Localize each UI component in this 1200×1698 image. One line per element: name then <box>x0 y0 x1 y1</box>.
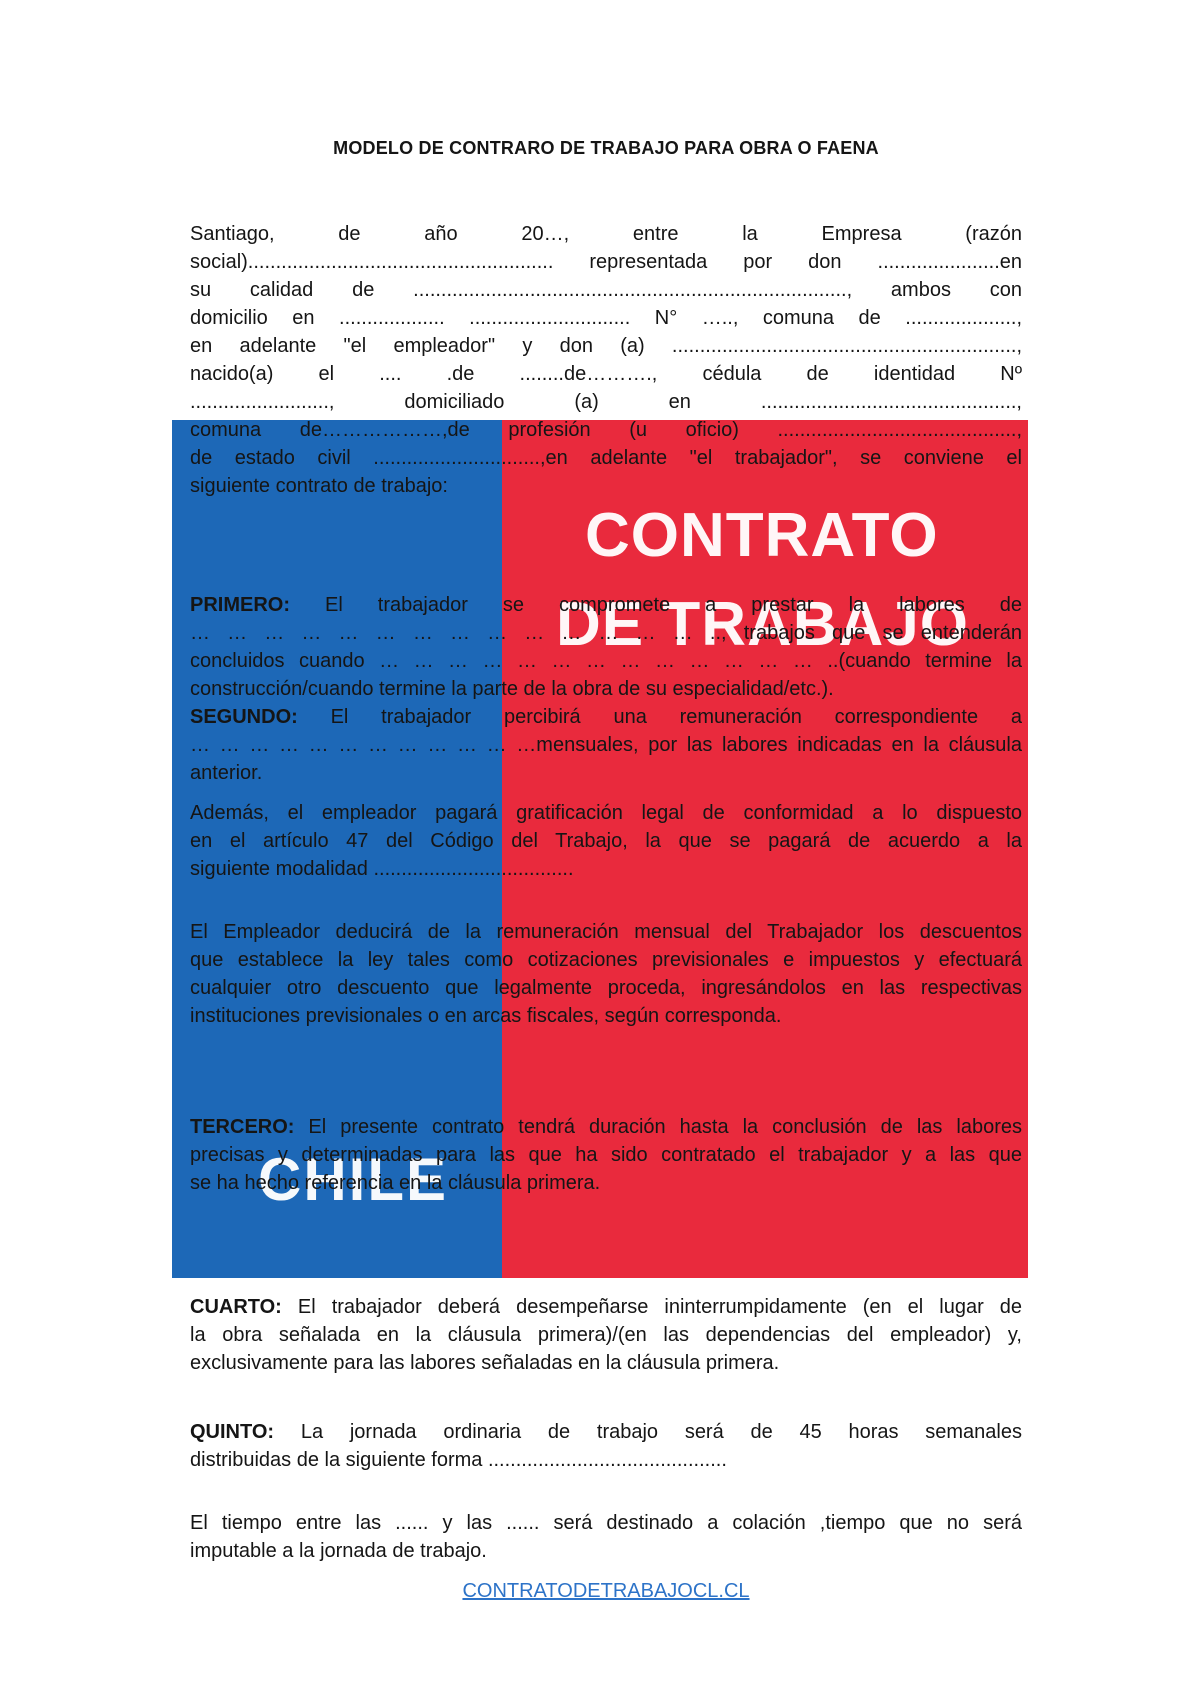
paragraph-primero: PRIMERO: El trabajador se compromete a p… <box>190 591 1022 703</box>
text-line: se ha hecho referencia en la cláusula pr… <box>190 1172 601 1194</box>
text-line: Además, el empleador pagará gratificació… <box>190 802 1022 824</box>
watermark-chile-text: CHILE <box>258 1146 448 1213</box>
text-line: la obra señalada en la cláusula primera)… <box>190 1324 1022 1346</box>
text-line: nacido(a) el .... .de ........de………., cé… <box>190 363 1022 385</box>
text-line: construcción/cuando termine la parte de … <box>190 678 834 700</box>
text-line: imputable a la jornada de trabajo. <box>190 1540 487 1562</box>
text-line: CUARTO: El trabajador deberá desempeñars… <box>190 1296 1022 1318</box>
paragraph-empleador-deducciones: El Empleador deducirá de la remuneración… <box>190 918 1022 1030</box>
footer: CONTRATODETRABAJOCL.CL <box>190 1580 1022 1603</box>
text-line: siguiente contrato de trabajo: <box>190 475 448 497</box>
document-title: MODELO DE CONTRARO DE TRABAJO PARA OBRA … <box>333 138 879 158</box>
text-line: de estado civil ........................… <box>190 447 1022 469</box>
text-line: comuna de………………,de profesión (u oficio) … <box>190 419 1022 441</box>
clause-label: QUINTO: <box>190 1421 275 1443</box>
text-line: exclusivamente para las labores señalada… <box>190 1352 780 1374</box>
paragraph-ademas: Además, el empleador pagará gratificació… <box>190 799 1022 883</box>
text-line: su calidad de ..........................… <box>190 279 1022 301</box>
paragraph-cuarto: CUARTO: El trabajador deberá desempeñars… <box>190 1293 1022 1377</box>
text-line: precisas y determinadas para las que ha … <box>190 1144 1022 1166</box>
text-line: SEGUNDO: El trabajador percibirá una rem… <box>190 706 1022 728</box>
watermark-de-trabajo-text: DE TRABAJO <box>556 590 970 659</box>
flag-blue-panel <box>172 420 502 1278</box>
paragraph-segundo: SEGUNDO: El trabajador percibirá una rem… <box>190 703 1022 787</box>
chile-flag-watermark <box>172 420 1028 1278</box>
clause-label: TERCERO: <box>190 1116 295 1138</box>
footer-link[interactable]: CONTRATODETRABAJOCL.CL <box>462 1580 750 1602</box>
text-line: Santiago, de año 20…, entre la Empresa (… <box>190 223 1022 245</box>
paragraph-tercero: TERCERO: El presente contrato tendrá dur… <box>190 1113 1022 1197</box>
text-line: PRIMERO: El trabajador se compromete a p… <box>190 594 1022 616</box>
clause-label: SEGUNDO: <box>190 706 298 728</box>
text-line: TERCERO: El presente contrato tendrá dur… <box>190 1116 1022 1138</box>
text-line: siguiente modalidad ....................… <box>190 858 574 880</box>
text-line: domicilio en ................... .......… <box>190 307 1022 329</box>
watermark-contrato-text: CONTRATO <box>585 501 939 570</box>
text-line: distribuidas de la siguiente forma .....… <box>190 1449 727 1471</box>
text-line: anterior. <box>190 762 263 784</box>
text-line: ........................., domiciliado (… <box>190 391 1022 413</box>
paragraph-colacion: El tiempo entre las ...... y las ...... … <box>190 1509 1022 1565</box>
text-line: El Empleador deducirá de la remuneración… <box>190 921 1022 943</box>
text-line: cualquier otro descuento que legalmente … <box>190 977 1022 999</box>
flag-red-panel <box>502 420 1028 1278</box>
text-line: concluidos cuando … … … … … … … … … … … … <box>190 650 1022 672</box>
text-line: que establece la ley tales como cotizaci… <box>190 949 1022 971</box>
text-line: social).................................… <box>190 251 1022 273</box>
text-line: instituciones previsionales o en arcas f… <box>190 1005 782 1027</box>
text-line: en adelante "el empleador" y don (a) ...… <box>190 335 1022 357</box>
clause-label: PRIMERO: <box>190 594 290 616</box>
text-line: … … … … … … … … … … … …mensuales, por la… <box>190 734 1022 756</box>
paragraph-quinto: QUINTO: La jornada ordinaria de trabajo … <box>190 1418 1022 1474</box>
text-line: en el artículo 47 del Código del Trabajo… <box>190 830 1022 852</box>
text-line: El tiempo entre las ...... y las ...... … <box>190 1512 1022 1534</box>
text-line: … … … … … … … … … … … … … … .., trabajos… <box>190 622 1022 644</box>
text-line: QUINTO: La jornada ordinaria de trabajo … <box>190 1421 1022 1443</box>
paragraph-intro: Santiago, de año 20…, entre la Empresa (… <box>190 220 1022 500</box>
clause-label: CUARTO: <box>190 1296 282 1318</box>
